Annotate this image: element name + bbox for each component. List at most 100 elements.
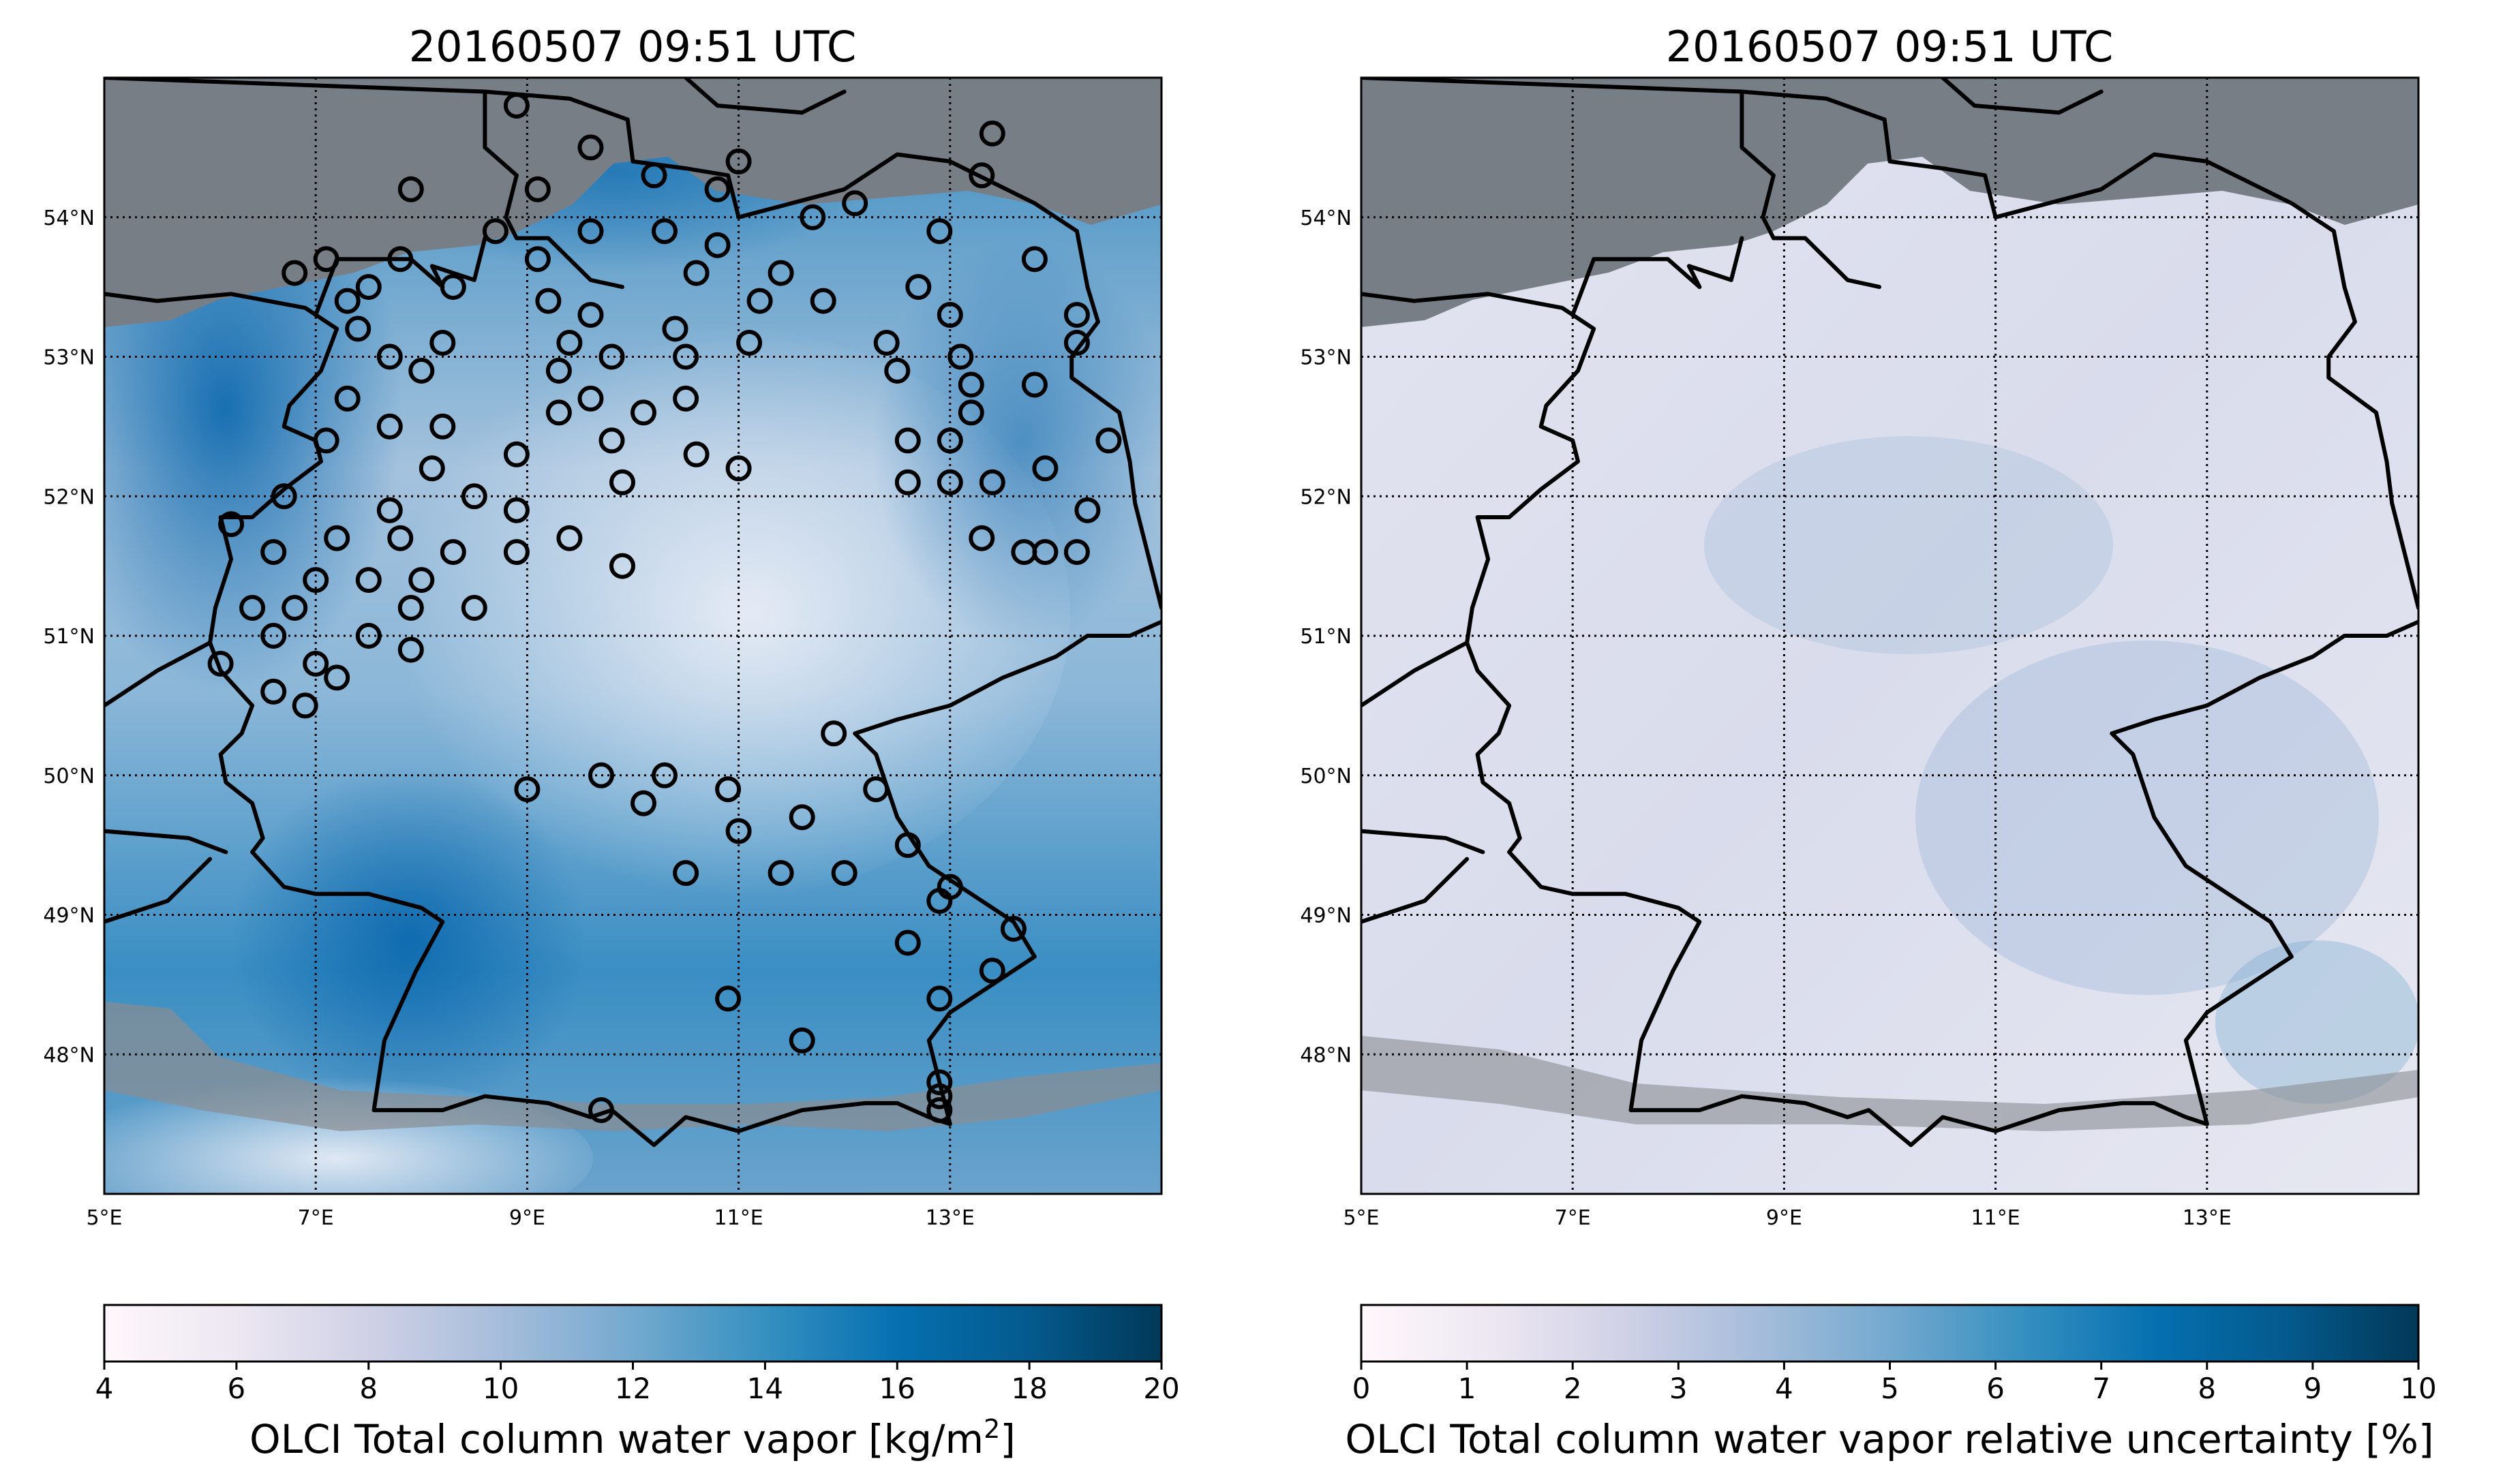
station-marker bbox=[461, 595, 487, 621]
right-colorbar-ticks: 0 1 2 3 4 5 6 7 8 9 10 bbox=[1352, 1362, 2437, 1405]
right-colorbar-label: OLCI Total column water vapor relative u… bbox=[1345, 1416, 2433, 1462]
right-lon-tick: 7°E bbox=[1555, 1206, 1591, 1230]
station-marker bbox=[397, 636, 424, 663]
station-marker bbox=[873, 330, 900, 356]
right-lat-tick: 53°N bbox=[1300, 346, 1352, 370]
left-colorbar bbox=[103, 1304, 1163, 1363]
right-map bbox=[1361, 78, 2418, 1194]
station-marker bbox=[1063, 302, 1090, 328]
left-lat-tick: 54°N bbox=[43, 206, 95, 230]
station-marker bbox=[926, 218, 953, 245]
left-tick-labels: 5°E 7°E 9°E 11°E 13°E 54°N 53°N 52°N 51°N 50°N 49°… bbox=[43, 206, 974, 1230]
station-marker bbox=[355, 623, 382, 649]
left-lat-tick: 53°N bbox=[43, 346, 95, 370]
right-tick-labels: 5°E 7°E 9°E 11°E 13°E 54°N 53°N 52°N 51°N 50°N 49°… bbox=[1300, 206, 2231, 1230]
left-border-line bbox=[1069, 229, 1162, 610]
left-border-line bbox=[684, 78, 847, 115]
right-border-line bbox=[1361, 857, 1470, 924]
station-marker bbox=[810, 288, 836, 314]
station-marker bbox=[271, 483, 297, 510]
right-border-line bbox=[1686, 236, 1744, 290]
station-marker bbox=[652, 762, 678, 788]
station-marker bbox=[577, 385, 604, 412]
right-title: 20160507 09:51 UTC bbox=[1666, 22, 2114, 72]
right-borders bbox=[1361, 78, 2418, 1148]
station-marker bbox=[282, 260, 308, 286]
left-cb-tick-label: 6 bbox=[228, 1372, 246, 1405]
station-marker bbox=[440, 539, 466, 566]
station-marker bbox=[926, 985, 953, 1012]
station-marker bbox=[715, 985, 742, 1012]
station-marker bbox=[842, 190, 868, 217]
station-marker bbox=[524, 176, 551, 202]
right-cb-tick-label: 4 bbox=[1775, 1372, 1793, 1405]
station-marker bbox=[715, 776, 742, 803]
left-cb-tick-label: 12 bbox=[615, 1372, 651, 1405]
left-border-line bbox=[104, 829, 228, 855]
station-marker bbox=[260, 623, 287, 649]
station-marker bbox=[821, 720, 847, 747]
left-cb-tick-label: 18 bbox=[1011, 1372, 1047, 1405]
station-marker bbox=[292, 692, 318, 719]
station-marker bbox=[239, 595, 266, 621]
station-marker bbox=[979, 469, 1005, 495]
right-lat-tick: 50°N bbox=[1300, 765, 1352, 788]
right-border-line bbox=[1882, 117, 2336, 234]
station-marker bbox=[683, 260, 710, 286]
right-lat-tick: 49°N bbox=[1300, 904, 1352, 928]
right-border-line bbox=[1570, 257, 1702, 318]
station-marker bbox=[736, 330, 763, 356]
station-marker bbox=[969, 162, 995, 189]
left-cb-tick-label: 4 bbox=[95, 1372, 114, 1405]
station-marker bbox=[387, 246, 414, 273]
station-marker bbox=[937, 302, 963, 328]
station-marker bbox=[926, 1097, 953, 1124]
right-border-line bbox=[1803, 236, 1881, 290]
station-marker bbox=[408, 567, 435, 594]
right-border-line bbox=[1361, 292, 2418, 1148]
station-marker bbox=[905, 274, 932, 301]
station-marker bbox=[556, 330, 583, 356]
right-cb-tick-label: 0 bbox=[1352, 1372, 1371, 1405]
station-marker bbox=[652, 218, 678, 245]
station-marker bbox=[514, 776, 541, 803]
station-marker bbox=[303, 651, 329, 677]
station-marker bbox=[1063, 330, 1090, 356]
station-marker bbox=[894, 929, 921, 956]
station-marker bbox=[1063, 539, 1090, 566]
right-border-line bbox=[1361, 78, 1744, 94]
station-marker bbox=[926, 1069, 953, 1096]
station-marker bbox=[768, 860, 794, 887]
station-marker bbox=[387, 525, 414, 551]
station-marker bbox=[894, 469, 921, 495]
station-marker bbox=[926, 888, 953, 914]
left-border-line bbox=[483, 89, 551, 241]
station-marker bbox=[303, 567, 329, 594]
station-marker bbox=[524, 246, 551, 273]
station-markers bbox=[207, 93, 1122, 1124]
station-marker bbox=[545, 399, 572, 426]
right-map-frame bbox=[1360, 76, 2420, 1195]
station-marker bbox=[503, 497, 530, 523]
left-colorbar-label: OLCI Total column water vapor [kg/m2] bbox=[249, 1414, 1016, 1462]
station-marker bbox=[260, 539, 287, 566]
station-marker bbox=[704, 176, 731, 202]
station-marker bbox=[789, 1027, 815, 1054]
station-marker bbox=[894, 427, 921, 454]
right-no-data-area bbox=[1361, 78, 2418, 327]
station-marker bbox=[631, 399, 656, 426]
right-cb-tick-label: 9 bbox=[2304, 1372, 2322, 1405]
right-border-line bbox=[1361, 641, 1470, 708]
station-marker bbox=[577, 302, 604, 328]
right-border-line bbox=[1740, 89, 1808, 241]
station-marker bbox=[662, 316, 688, 342]
station-marker bbox=[958, 399, 984, 426]
right-lon-tick: 11°E bbox=[1971, 1206, 2020, 1230]
right-lat-tick: 52°N bbox=[1300, 485, 1352, 509]
station-marker bbox=[556, 525, 583, 551]
station-marker bbox=[1021, 246, 1048, 273]
right-colorbar bbox=[1360, 1304, 2420, 1363]
left-map-frame bbox=[103, 76, 1163, 1195]
station-marker bbox=[598, 427, 625, 454]
